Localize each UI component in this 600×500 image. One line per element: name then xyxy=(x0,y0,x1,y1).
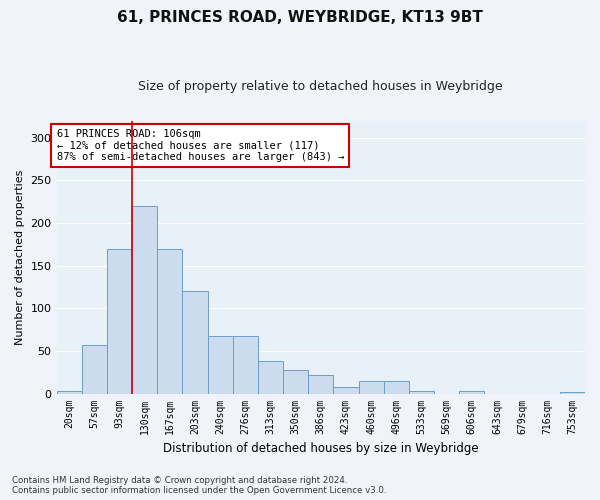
Bar xyxy=(560,392,585,394)
Bar xyxy=(56,391,82,394)
Bar xyxy=(157,248,182,394)
Bar xyxy=(233,336,258,394)
Y-axis label: Number of detached properties: Number of detached properties xyxy=(15,170,25,344)
Bar xyxy=(409,391,434,394)
Text: 61, PRINCES ROAD, WEYBRIDGE, KT13 9BT: 61, PRINCES ROAD, WEYBRIDGE, KT13 9BT xyxy=(117,10,483,25)
Bar xyxy=(283,370,308,394)
Title: Size of property relative to detached houses in Weybridge: Size of property relative to detached ho… xyxy=(139,80,503,93)
X-axis label: Distribution of detached houses by size in Weybridge: Distribution of detached houses by size … xyxy=(163,442,479,455)
Bar xyxy=(383,381,409,394)
Bar xyxy=(208,336,233,394)
Text: 61 PRINCES ROAD: 106sqm
← 12% of detached houses are smaller (117)
87% of semi-d: 61 PRINCES ROAD: 106sqm ← 12% of detache… xyxy=(56,128,344,162)
Bar xyxy=(308,375,334,394)
Bar xyxy=(82,345,107,394)
Bar xyxy=(359,381,383,394)
Bar xyxy=(334,386,359,394)
Bar xyxy=(258,361,283,394)
Text: Contains HM Land Registry data © Crown copyright and database right 2024.
Contai: Contains HM Land Registry data © Crown c… xyxy=(12,476,386,495)
Bar xyxy=(459,391,484,394)
Bar xyxy=(182,291,208,394)
Bar xyxy=(107,248,132,394)
Bar xyxy=(132,206,157,394)
